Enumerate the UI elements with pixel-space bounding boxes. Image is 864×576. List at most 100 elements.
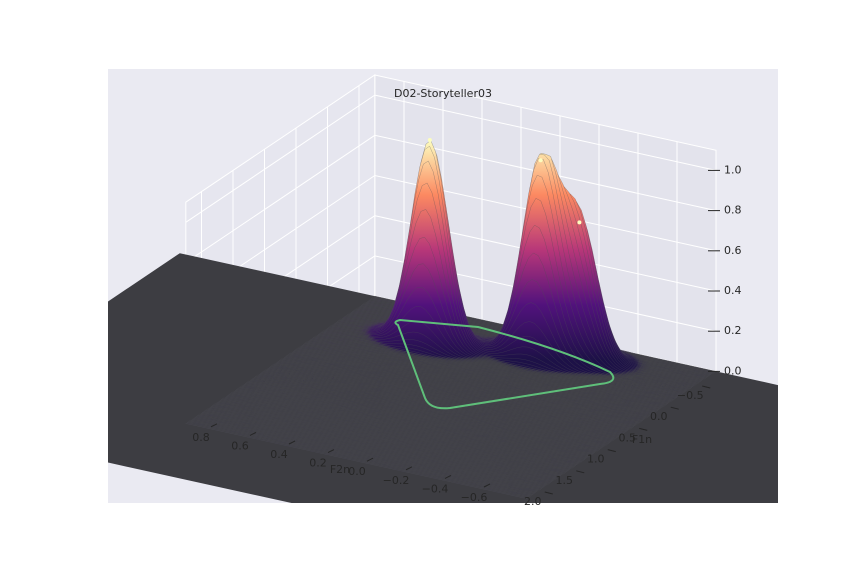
z-tick-label: 0.4 <box>724 284 742 297</box>
surface-slice <box>213 404 555 481</box>
surface-slice <box>278 360 621 436</box>
surface-slice <box>254 376 597 453</box>
peak <box>577 220 582 225</box>
x-tick-label: −0.5 <box>677 389 704 402</box>
y-tick <box>405 466 413 471</box>
surface-slice <box>243 384 586 460</box>
surface-slice <box>234 390 577 466</box>
surface-slice <box>282 357 625 434</box>
surface-slice <box>258 374 601 450</box>
surface-slice <box>241 385 583 462</box>
surface-slice <box>228 394 570 470</box>
surface-slice <box>319 333 661 409</box>
surface-slice <box>220 399 563 476</box>
surface-slice <box>237 388 579 464</box>
surface-slice <box>291 351 633 428</box>
surface-slice <box>296 348 638 425</box>
y-tick-label: −0.4 <box>422 482 449 495</box>
x-tick <box>702 385 711 389</box>
surface-slice <box>193 418 535 494</box>
x-axis-label: F1n <box>632 433 652 446</box>
surface-slice <box>185 423 528 499</box>
z-tick-label: 1.0 <box>724 163 742 176</box>
surface-slice <box>311 338 654 414</box>
surface-slice <box>199 413 541 490</box>
surface-slice <box>290 352 632 429</box>
surface-slice <box>292 351 635 427</box>
surface-slice <box>320 332 662 409</box>
surface-slice <box>286 355 628 431</box>
surface-slice <box>285 356 627 432</box>
surface-slice <box>316 335 659 411</box>
x-tick-label: 0.5 <box>619 431 637 444</box>
y-tick <box>444 474 452 479</box>
surface-slice <box>218 401 560 477</box>
surface-slice <box>297 347 640 424</box>
surface-slice <box>268 367 611 443</box>
x-tick-label: 1.5 <box>556 474 574 487</box>
x-tick-label: 2.0 <box>524 495 542 508</box>
surface-slice <box>229 393 572 470</box>
surface-slice <box>212 405 554 481</box>
surface-slice <box>280 359 622 436</box>
surface-slice <box>217 402 559 478</box>
surface-slice <box>207 408 549 485</box>
y-tick-label: 0.4 <box>270 448 288 461</box>
surface-slice <box>238 387 580 464</box>
surface-slice <box>289 353 631 430</box>
grid-line <box>185 94 717 223</box>
z-tick-label: 0.0 <box>724 364 742 377</box>
surface-slice <box>248 380 591 457</box>
surface-slice <box>232 391 574 468</box>
surface-slice <box>224 396 567 473</box>
y-tick-label: −0.6 <box>461 491 488 504</box>
surface-slice <box>208 407 550 484</box>
surface-slice <box>261 372 603 448</box>
y-tick <box>327 449 335 454</box>
surface-slice <box>262 371 604 448</box>
surface-slice <box>287 354 630 431</box>
surface-slice <box>227 395 569 471</box>
surface-slice <box>210 406 553 482</box>
surface-slice <box>315 335 657 412</box>
surface-slice <box>275 362 617 439</box>
y-tick-label: 0.2 <box>309 457 327 470</box>
surface-slice <box>222 398 564 475</box>
surface-slice <box>251 379 593 455</box>
surface-slice <box>209 407 551 483</box>
x-tick <box>544 491 553 495</box>
surface-slice <box>304 343 646 420</box>
surface-slice <box>244 383 587 459</box>
surface-slice <box>226 396 568 472</box>
surface-slice <box>256 375 598 452</box>
y-axis-label: F2n <box>330 463 350 476</box>
surface-slice <box>301 345 643 421</box>
z-tick-label: 0.8 <box>724 204 742 217</box>
surface-slice <box>205 409 548 486</box>
surface-slice <box>189 420 531 497</box>
x-tick <box>639 427 648 431</box>
surface-slice <box>272 364 614 441</box>
surface-slice <box>317 334 660 410</box>
surface-slice <box>277 361 620 437</box>
y-tick <box>366 457 374 462</box>
y-tick <box>210 423 218 428</box>
surface-slice <box>314 336 656 413</box>
surface-slice <box>310 339 652 415</box>
surface-slice <box>197 415 539 492</box>
surface-slice <box>242 385 584 461</box>
y-tick <box>483 483 491 488</box>
grid-line <box>185 174 717 304</box>
surface-slice <box>294 350 636 426</box>
surface-slice <box>236 389 578 465</box>
surface-slice <box>312 337 655 414</box>
surface-slice <box>273 363 616 440</box>
surface-slice <box>263 370 606 447</box>
surface-slice <box>231 392 573 469</box>
surface-slice <box>252 378 594 454</box>
surface-slice <box>270 366 612 442</box>
surface-slice <box>198 414 540 491</box>
z-tick-label: 0.2 <box>724 324 742 337</box>
peak <box>538 158 543 163</box>
y-tick-label: −0.2 <box>383 474 410 487</box>
